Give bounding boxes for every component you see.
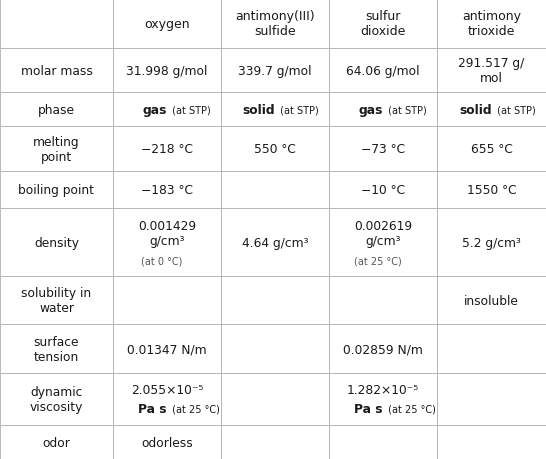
Bar [329,276,437,325]
Text: dynamic
viscosity: dynamic viscosity [30,385,83,413]
Bar [0,325,113,373]
Bar [221,49,329,93]
Text: odorless: odorless [141,436,193,449]
Bar [329,0,437,49]
Bar [437,0,546,49]
Text: (at STP): (at STP) [494,105,535,115]
Text: surface
tension: surface tension [34,335,79,363]
Text: solubility in
water: solubility in water [21,286,92,314]
Text: 64.06 g/mol: 64.06 g/mol [346,64,420,78]
Text: phase: phase [38,104,75,117]
Text: density: density [34,236,79,249]
Text: sulfur
dioxide: sulfur dioxide [360,10,406,38]
Bar [113,127,221,172]
Text: (at STP): (at STP) [385,105,427,115]
Text: −183 °C: −183 °C [141,184,193,197]
Text: 550 °C: 550 °C [254,143,296,156]
Text: 0.001429
g/cm³: 0.001429 g/cm³ [138,220,196,248]
Text: molar mass: molar mass [21,64,92,78]
Text: 5.2 g/cm³: 5.2 g/cm³ [462,236,521,249]
Bar [0,425,113,459]
Bar [437,425,546,459]
Bar [221,325,329,373]
Text: 0.002619
g/cm³: 0.002619 g/cm³ [354,220,412,248]
Text: −10 °C: −10 °C [361,184,405,197]
Bar [329,373,437,425]
Text: 1.282×10⁻⁵: 1.282×10⁻⁵ [347,383,419,397]
Bar [221,93,329,127]
Bar [221,425,329,459]
Text: odor: odor [43,436,70,449]
Bar [329,325,437,373]
Bar [437,209,546,276]
Text: boiling point: boiling point [19,184,94,197]
Bar [329,93,437,127]
Bar [437,172,546,209]
Bar [437,93,546,127]
Bar [113,172,221,209]
Bar [0,0,113,49]
Bar [329,127,437,172]
Text: 0.01347 N/m: 0.01347 N/m [127,342,207,355]
Bar [437,49,546,93]
Text: antimony(III)
sulfide: antimony(III) sulfide [235,10,315,38]
Bar [0,49,113,93]
Bar [437,325,546,373]
Bar [113,209,221,276]
Text: 0.02859 N/m: 0.02859 N/m [343,342,423,355]
Bar [113,373,221,425]
Bar [0,276,113,325]
Bar [113,325,221,373]
Text: Pa s: Pa s [139,402,167,415]
Bar [221,127,329,172]
Text: solid: solid [242,104,275,117]
Text: (at 25 °C): (at 25 °C) [385,404,436,414]
Text: 655 °C: 655 °C [471,143,513,156]
Text: 339.7 g/mol: 339.7 g/mol [238,64,312,78]
Bar [329,209,437,276]
Text: (at 0 °C): (at 0 °C) [141,256,182,266]
Text: 291.517 g/
mol: 291.517 g/ mol [459,57,525,85]
Bar [113,49,221,93]
Text: melting
point: melting point [33,135,80,163]
Text: (at STP): (at STP) [277,105,319,115]
Bar [0,127,113,172]
Text: solid: solid [459,104,491,117]
Bar [329,425,437,459]
Text: Pa s: Pa s [354,402,383,415]
Bar [437,276,546,325]
Text: 4.64 g/cm³: 4.64 g/cm³ [242,236,308,249]
Text: 31.998 g/mol: 31.998 g/mol [126,64,207,78]
Bar [113,0,221,49]
Bar [0,93,113,127]
Text: 2.055×10⁻⁵: 2.055×10⁻⁵ [131,383,203,397]
Text: (at STP): (at STP) [169,105,211,115]
Bar [329,49,437,93]
Text: insoluble: insoluble [464,294,519,307]
Bar [221,0,329,49]
Bar [221,209,329,276]
Bar [437,127,546,172]
Bar [221,373,329,425]
Bar [0,373,113,425]
Text: −73 °C: −73 °C [361,143,405,156]
Text: 1550 °C: 1550 °C [467,184,517,197]
Bar [437,373,546,425]
Text: (at 25 °C): (at 25 °C) [354,256,401,266]
Bar [221,172,329,209]
Text: (at 25 °C): (at 25 °C) [169,404,220,414]
Text: oxygen: oxygen [144,18,190,31]
Text: antimony
trioxide: antimony trioxide [462,10,521,38]
Bar [329,172,437,209]
Bar [0,172,113,209]
Text: gas: gas [359,104,383,117]
Bar [113,93,221,127]
Text: −218 °C: −218 °C [141,143,193,156]
Bar [221,276,329,325]
Bar [113,276,221,325]
Text: gas: gas [143,104,167,117]
Bar [113,425,221,459]
Bar [0,209,113,276]
